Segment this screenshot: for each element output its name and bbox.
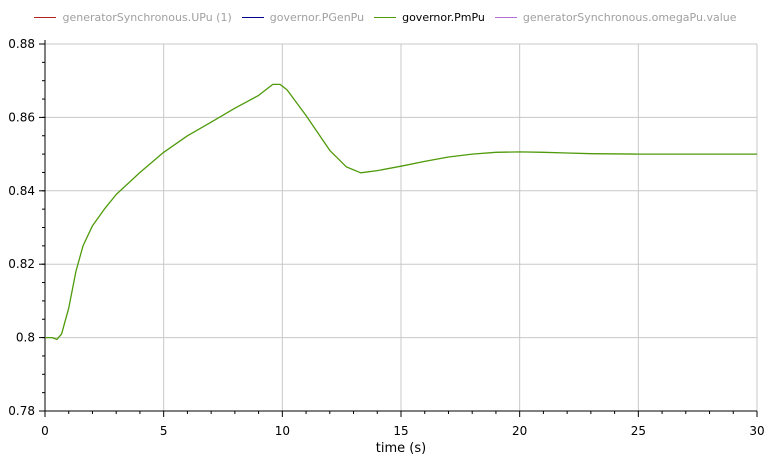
- x-tick-label: 20: [512, 424, 527, 438]
- legend: generatorSynchronous.UPu (1) governor.PGe…: [0, 8, 771, 24]
- series-line-governor-pmpu: [45, 83, 757, 341]
- legend-swatch: [494, 17, 517, 18]
- legend-swatch: [241, 17, 264, 18]
- y-tick-label: 0.82: [8, 257, 35, 271]
- legend-label: generatorSynchronous.omegaPu.value: [522, 11, 737, 24]
- x-axis-label: time (s): [376, 441, 426, 456]
- x-tick-label: 5: [160, 424, 168, 438]
- x-tick-label: 25: [631, 424, 646, 438]
- y-tick-label: 0.86: [8, 110, 35, 124]
- legend-item[interactable]: generatorSynchronous.omegaPu.value: [494, 11, 737, 24]
- x-tick-label: 30: [749, 424, 764, 438]
- legend-label: governor.PGenPu: [269, 11, 365, 24]
- legend-label: governor.PmPu: [402, 11, 485, 24]
- x-tick-label: 0: [41, 424, 49, 438]
- legend-item[interactable]: governor.PGenPu: [241, 11, 365, 24]
- y-tick-label: 0.88: [8, 37, 35, 51]
- y-tick-label: 0.8: [16, 331, 35, 345]
- legend-item[interactable]: generatorSynchronous.UPu (1): [34, 11, 232, 24]
- legend-swatch: [34, 17, 57, 18]
- legend-label: generatorSynchronous.UPu (1): [62, 11, 232, 24]
- legend-swatch: [374, 17, 397, 18]
- legend-item[interactable]: governor.PmPu: [374, 11, 485, 24]
- x-tick-label: 10: [275, 424, 290, 438]
- y-tick-label: 0.78: [8, 404, 35, 418]
- y-tick-label: 0.84: [8, 184, 35, 198]
- x-tick-label: 15: [393, 424, 408, 438]
